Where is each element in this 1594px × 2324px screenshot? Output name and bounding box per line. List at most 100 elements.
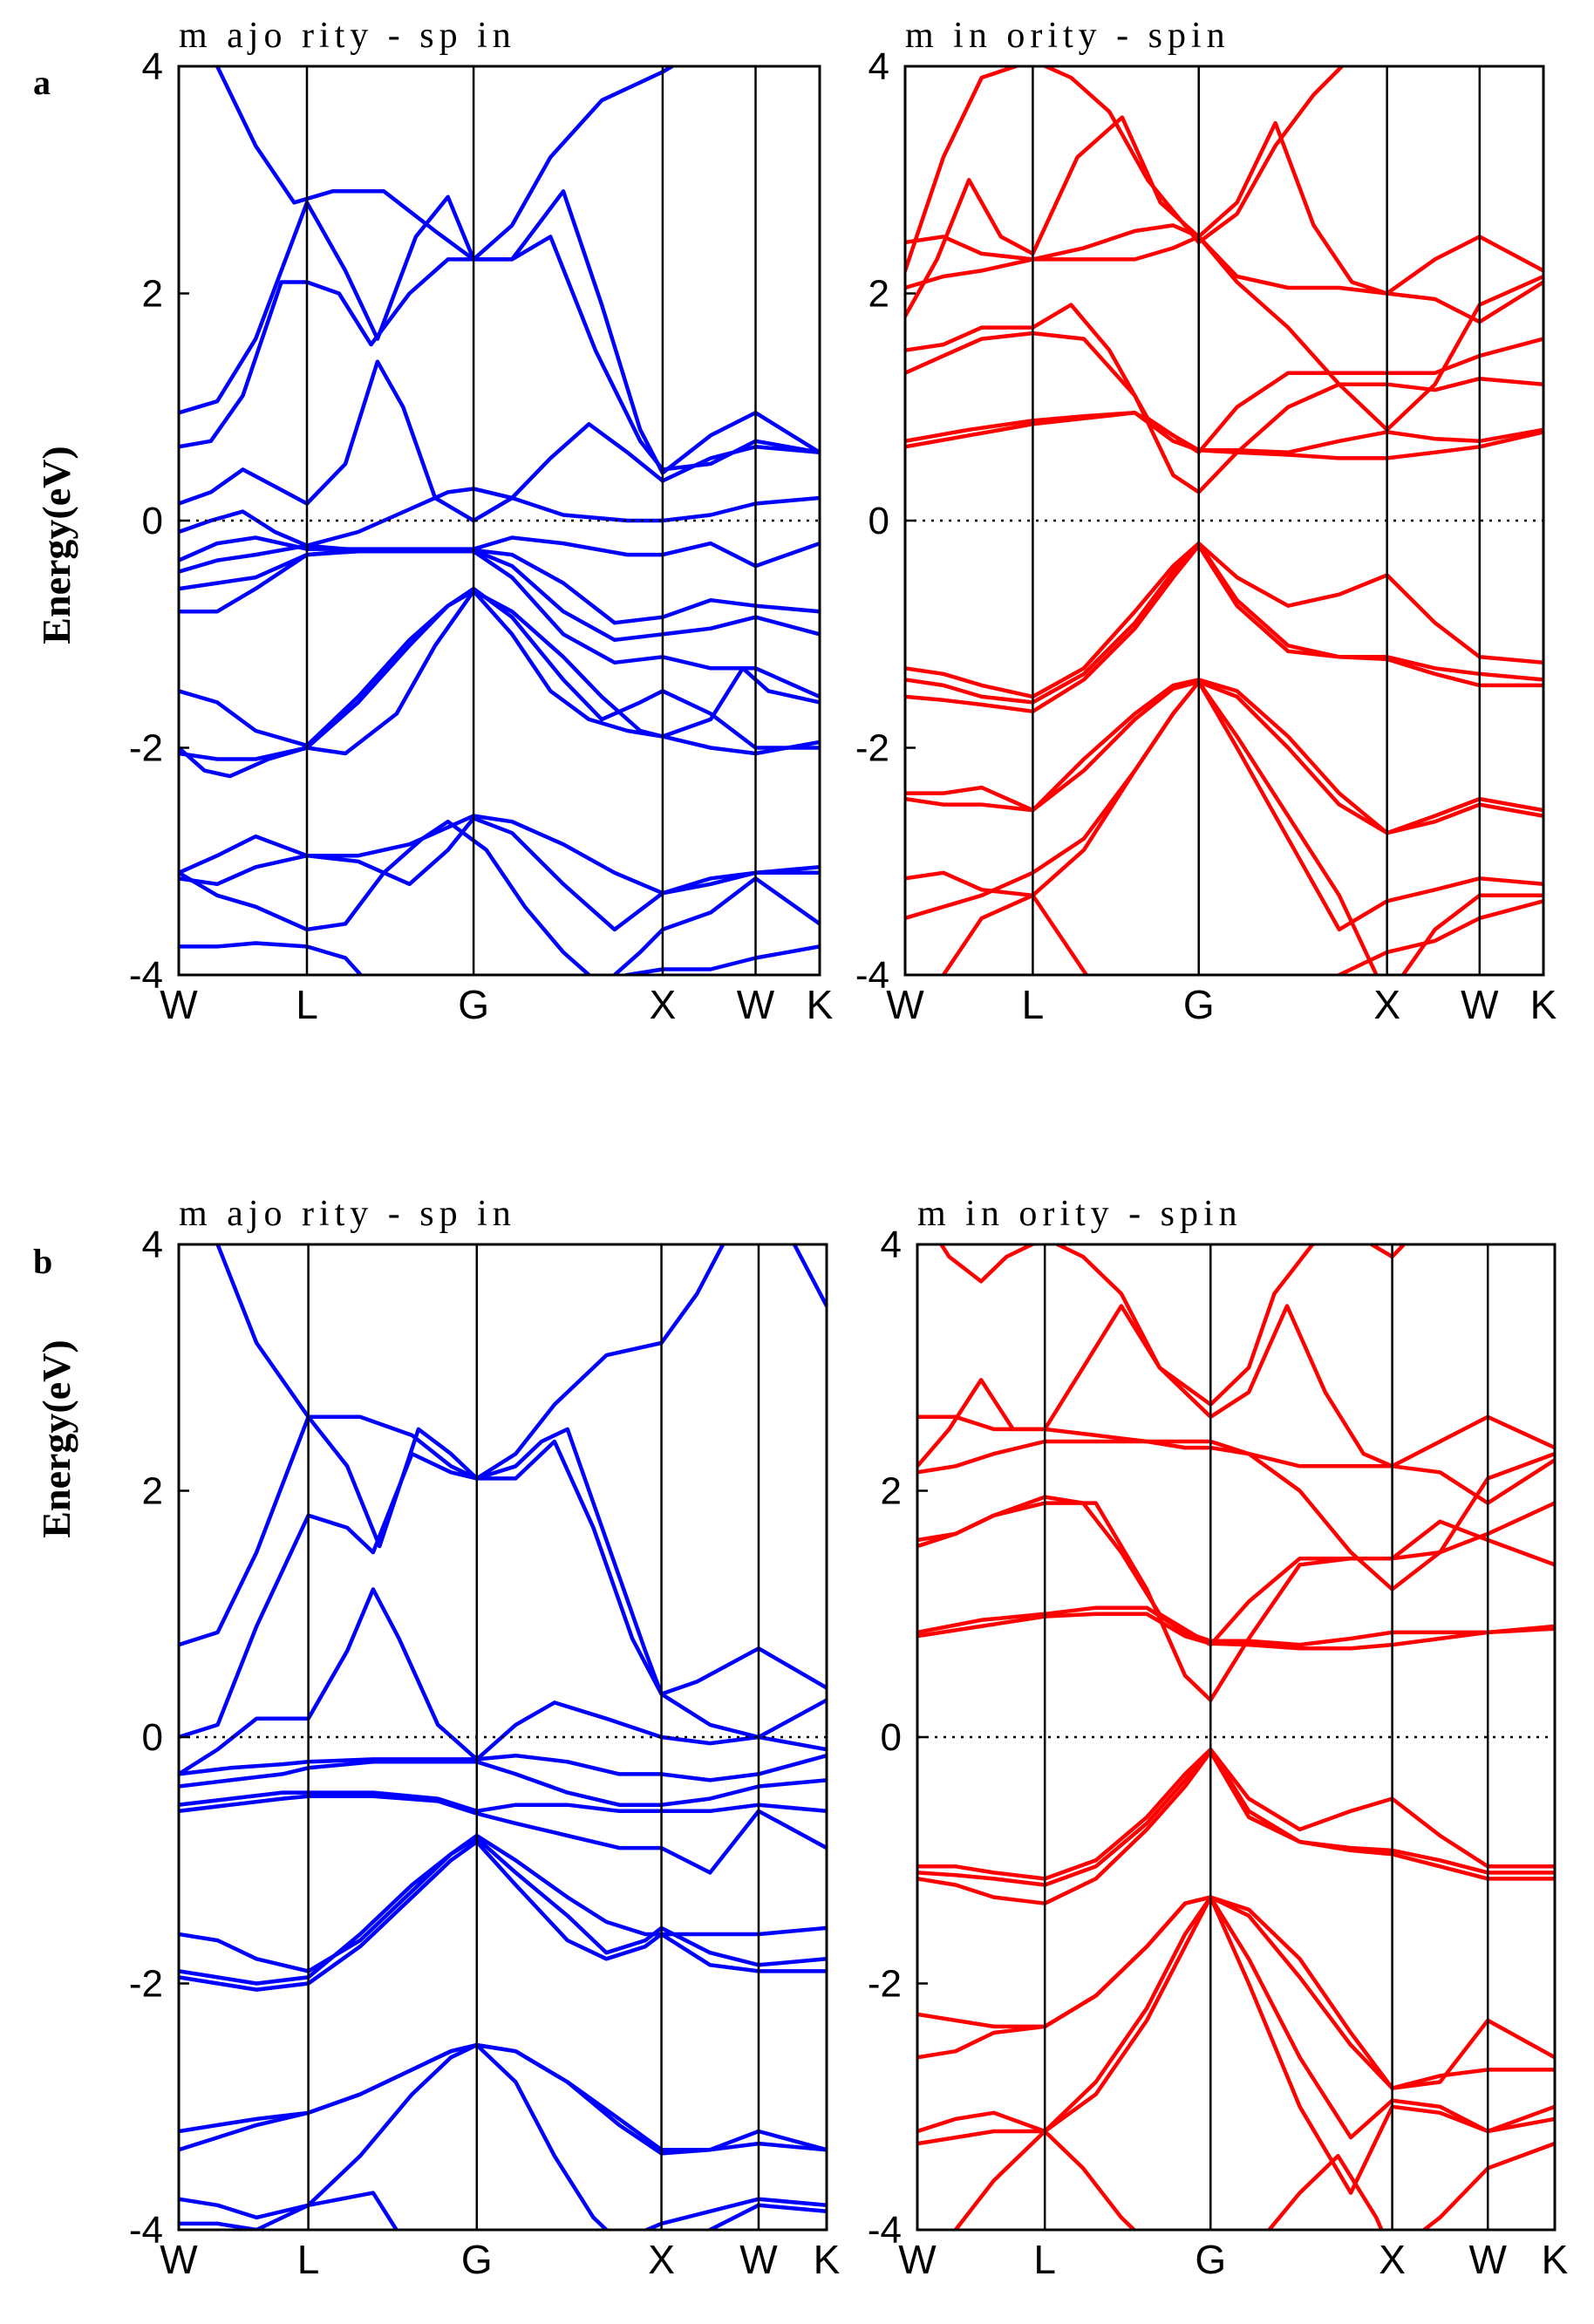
kpoint-label: X — [650, 982, 677, 1027]
y-tick-label: 0 — [869, 500, 889, 542]
band-line — [179, 189, 820, 475]
band-line — [952, 2129, 1555, 2230]
bands-group — [905, 66, 1543, 975]
y-tick-label: 0 — [142, 500, 163, 542]
panel-b-label: b — [33, 1242, 52, 1281]
bands-group — [179, 1244, 827, 2230]
band-line — [905, 66, 1345, 273]
band-line — [179, 816, 820, 932]
y-tick-label: 0 — [142, 1716, 163, 1759]
band-line — [179, 1790, 827, 1814]
band-line — [917, 1501, 1555, 1702]
panel-title: m ajo rity - sp in — [179, 16, 516, 56]
band-line — [917, 1304, 1555, 1505]
band-line — [179, 819, 820, 975]
kpoint-label: W — [739, 2237, 778, 2282]
kpoint-label: X — [1379, 2237, 1406, 2282]
band-line — [179, 1836, 827, 1986]
band-line — [179, 2042, 827, 2230]
panel-a-label: a — [33, 63, 51, 102]
kpoint-label: W — [886, 982, 924, 1027]
y-tick-label: 4 — [869, 45, 889, 88]
panel-letter-a: a — [33, 63, 51, 102]
kpoint-label: G — [458, 982, 489, 1027]
y-tick-label: -4 — [129, 954, 163, 997]
y-tick-label: 2 — [142, 1470, 163, 1513]
y-tick-label: 4 — [881, 1223, 902, 1266]
band-line — [905, 115, 1543, 324]
y-tick-label: -4 — [855, 954, 889, 997]
kpoint-label: X — [648, 2237, 675, 2282]
band-line — [917, 1605, 1555, 1647]
band-line — [215, 1244, 827, 1481]
band-line — [940, 893, 1543, 975]
band-line — [917, 1414, 1555, 1469]
y-tick-label: 0 — [881, 1716, 902, 1759]
band-line — [905, 411, 1543, 460]
kpoint-label: X — [1373, 982, 1400, 1027]
kpoint-label: L — [296, 982, 318, 1027]
kpoint-label: W — [898, 2237, 937, 2282]
y-tick-label: -4 — [129, 2209, 163, 2252]
band-line — [179, 586, 820, 761]
band-line — [917, 1439, 1555, 1591]
band-line — [179, 2042, 827, 2156]
kpoint-label: W — [1469, 2237, 1508, 2282]
band-line — [179, 589, 820, 748]
band-line — [179, 548, 820, 643]
panel-title: m ajo rity - sp in — [179, 1194, 516, 1234]
kpoint-label: K — [814, 2237, 841, 2282]
band-line — [905, 678, 1543, 835]
y-tick-label: -2 — [129, 727, 163, 770]
band-line — [179, 543, 820, 625]
band-line — [179, 1794, 827, 1875]
kpoint-label: G — [1183, 982, 1215, 1027]
y-tick-label: 2 — [869, 273, 889, 316]
kpoint-label: G — [461, 2237, 493, 2282]
band-line — [905, 541, 1543, 699]
band-line — [905, 331, 1543, 494]
kpoint-label: L — [1022, 982, 1045, 1027]
band-line — [179, 1753, 827, 1782]
panel-letter-b: b — [33, 1242, 52, 1281]
y-tick-label: -2 — [868, 1963, 902, 2006]
kpoint-label: K — [1530, 982, 1557, 1027]
kpoint-label: W — [737, 982, 775, 1027]
band-line — [917, 1895, 1555, 2090]
band-line — [179, 1414, 827, 1696]
y-tick-label: 4 — [142, 1223, 163, 1266]
band-line — [938, 1244, 1407, 1407]
band-line — [179, 235, 820, 472]
y-axis-label-a: Energy(eV) — [34, 446, 78, 644]
band-line — [179, 589, 820, 779]
band-line — [179, 2191, 827, 2230]
kpoint-label: W — [160, 2237, 198, 2282]
band-line — [917, 1747, 1555, 1887]
band-line — [179, 1833, 827, 1973]
band-line — [179, 1760, 827, 1807]
band-line — [179, 1839, 827, 1992]
band-line — [179, 1439, 827, 1740]
band-line — [917, 1747, 1555, 1881]
kpoint-label: L — [297, 2237, 320, 2282]
band-line — [179, 941, 820, 975]
band-line — [917, 1895, 1555, 2140]
band-line — [179, 2042, 827, 2152]
panel-title: m in ority - spin — [917, 1194, 1243, 1234]
y-axis-label-b: Energy(eV) — [34, 1339, 78, 1537]
y-tick-label: -2 — [129, 1963, 163, 2006]
kpoint-label: W — [160, 982, 198, 1027]
panel-title: m in ority - spin — [905, 16, 1230, 56]
y-tick-label: 2 — [881, 1470, 902, 1513]
kpoint-label: W — [1461, 982, 1499, 1027]
band-line — [179, 359, 820, 523]
y-tick-label: 4 — [142, 45, 163, 88]
y-tick-label: -4 — [868, 2209, 902, 2252]
band-line — [905, 411, 1543, 455]
band-line — [179, 1587, 827, 1776]
kpoint-label: K — [1542, 2237, 1569, 2282]
